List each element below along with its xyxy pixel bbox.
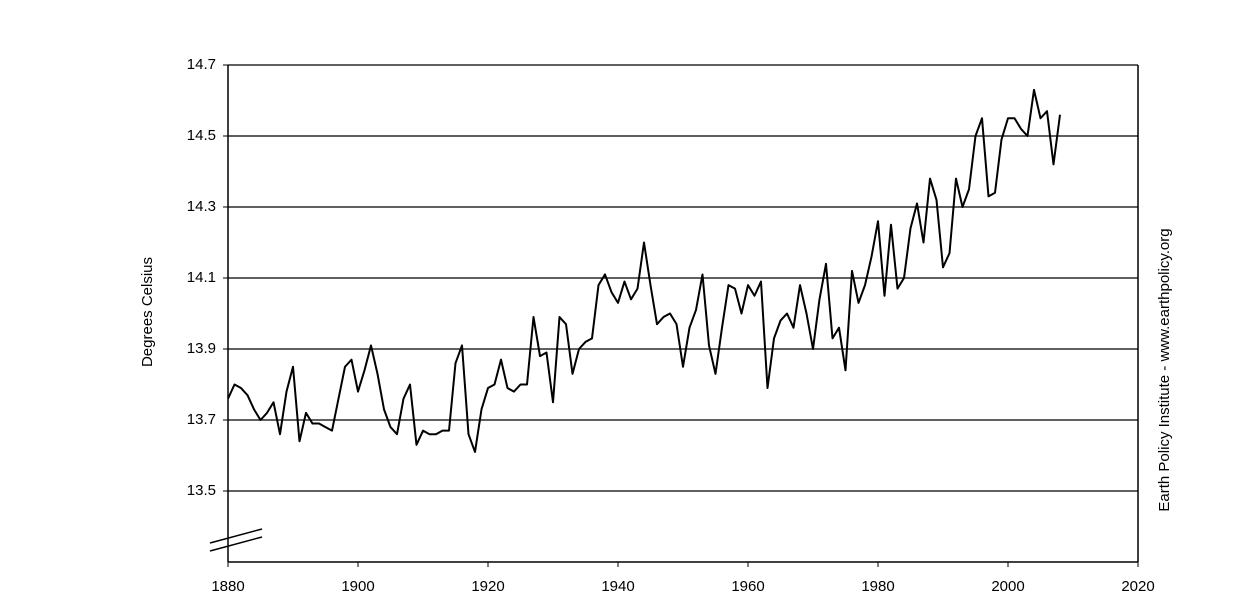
y-tick-label: 13.9 xyxy=(187,340,216,357)
axis-break xyxy=(210,529,262,543)
y-tick-label: 14.3 xyxy=(187,198,216,215)
axis-break xyxy=(210,537,262,551)
x-tick-label: 1940 xyxy=(601,578,634,595)
x-tick-label: 1880 xyxy=(211,578,244,595)
page: Degrees Celsius Earth Policy Institute -… xyxy=(0,0,1258,600)
data-line xyxy=(228,90,1060,452)
x-tick-label: 2000 xyxy=(991,578,1024,595)
x-tick-label: 1960 xyxy=(731,578,764,595)
x-tick-label: 1980 xyxy=(861,578,894,595)
chart: Degrees Celsius Earth Policy Institute -… xyxy=(0,0,1258,600)
y-tick-label: 13.7 xyxy=(187,411,216,428)
source-note: Earth Policy Institute - www.earthpolicy… xyxy=(1156,228,1173,511)
y-tick-label: 13.5 xyxy=(187,482,216,499)
y-tick-label: 14.7 xyxy=(187,56,216,73)
y-tick-label: 14.5 xyxy=(187,127,216,144)
x-tick-label: 1900 xyxy=(341,578,374,595)
y-tick-label: 14.1 xyxy=(187,269,216,286)
x-tick-label: 2020 xyxy=(1121,578,1154,595)
y-axis-label: Degrees Celsius xyxy=(139,257,156,367)
x-tick-label: 1920 xyxy=(471,578,504,595)
